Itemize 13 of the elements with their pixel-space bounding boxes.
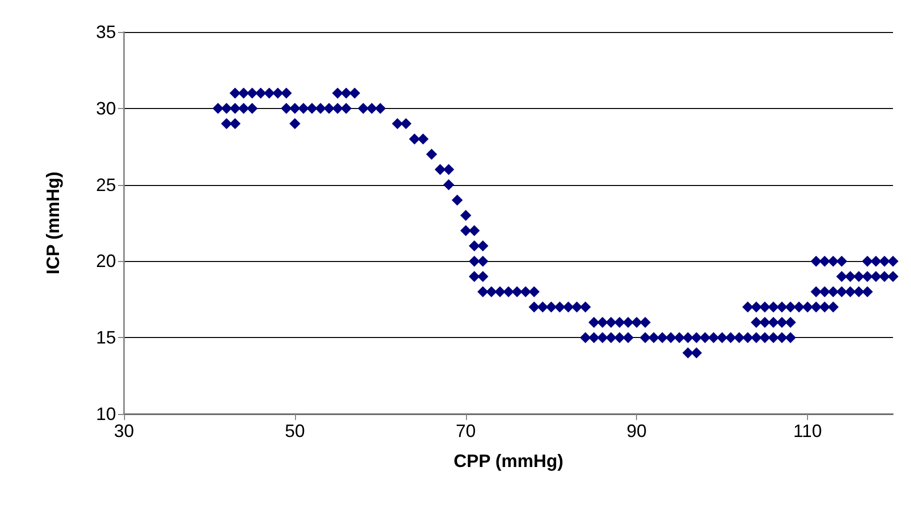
y-tick-label: 25 xyxy=(96,174,116,195)
y-tick-label: 15 xyxy=(96,328,116,348)
y-tick-label: 20 xyxy=(96,251,116,272)
x-tick-label: 50 xyxy=(284,421,305,441)
x-axis-title: CPP (mmHg) xyxy=(454,451,564,471)
y-axis-title: ICP (mmHg) xyxy=(43,172,63,274)
y-tick-label: 30 xyxy=(96,98,116,118)
y-tick-label: 35 xyxy=(96,22,116,42)
y-tick-label: 10 xyxy=(96,404,116,424)
x-tick-label: 110 xyxy=(793,421,822,441)
x-tick-label: 30 xyxy=(114,421,134,441)
x-tick-label: 90 xyxy=(626,421,647,441)
x-tick-label: 70 xyxy=(456,421,476,441)
